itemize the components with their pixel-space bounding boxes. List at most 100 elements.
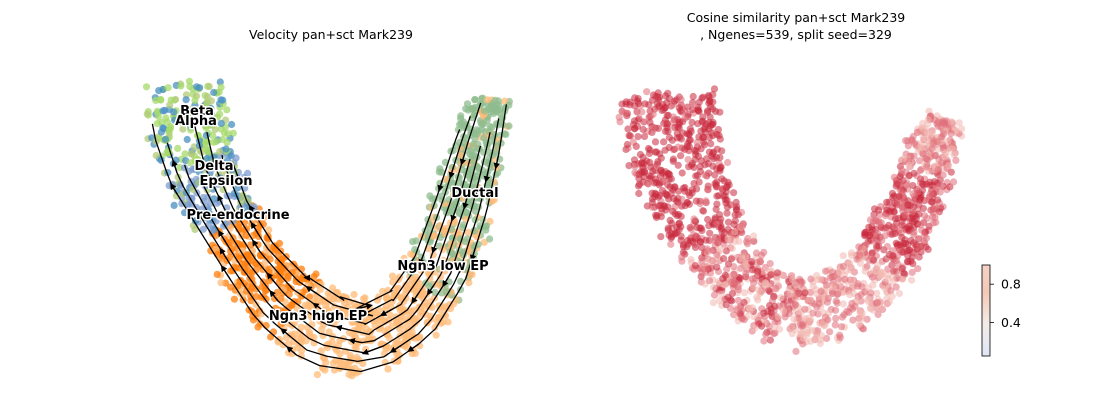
- cell-point: [845, 308, 853, 317]
- cell-point: [706, 256, 714, 264]
- cell-point: [216, 147, 224, 156]
- cell-point: [406, 280, 414, 288]
- streamline-arrow: [269, 290, 279, 302]
- cell-point: [708, 121, 716, 129]
- cell-point: [700, 265, 708, 273]
- cell-point: [849, 316, 857, 324]
- cell-point: [846, 259, 854, 267]
- cell-point: [694, 103, 702, 111]
- cell-point: [288, 332, 296, 340]
- cluster-label-ngn3-low-ep: Ngn3 low EP: [397, 259, 488, 274]
- cell-point: [749, 284, 757, 292]
- velocity-panel: Velocity pan+sct Mark239 Beta Alpha Delt…: [142, 27, 513, 380]
- cell-point: [807, 296, 815, 304]
- cell-point: [910, 203, 918, 211]
- cell-point: [822, 267, 830, 275]
- cell-point: [219, 96, 227, 104]
- cell-point: [948, 145, 956, 153]
- cell-point: [723, 209, 731, 217]
- colorbar-tick-label-0.4: 0.4: [1001, 315, 1021, 330]
- cell-point: [631, 162, 639, 170]
- cell-point: [904, 252, 912, 260]
- cell-point: [935, 208, 944, 216]
- cell-point: [246, 268, 254, 276]
- cell-point: [737, 264, 745, 272]
- cell-point: [788, 322, 796, 330]
- cell-point: [164, 84, 172, 92]
- cell-point: [165, 126, 173, 134]
- cell-point: [923, 163, 931, 171]
- cell-point: [459, 221, 468, 229]
- cell-point: [944, 137, 952, 145]
- cell-point: [705, 277, 714, 285]
- cell-point: [386, 311, 394, 319]
- cell-point: [389, 278, 397, 286]
- cell-point: [758, 322, 766, 330]
- streamline-arrow: [305, 285, 318, 295]
- cell-point: [351, 343, 359, 351]
- cell-point: [660, 138, 668, 146]
- streamline: [151, 104, 508, 373]
- cell-point: [727, 296, 735, 304]
- cell-point: [460, 139, 468, 147]
- cell-point: [913, 128, 922, 136]
- cell-point: [306, 293, 314, 301]
- cell-point: [159, 107, 167, 115]
- cell-point: [224, 130, 232, 138]
- cell-point: [734, 286, 743, 294]
- cell-point: [947, 129, 955, 137]
- cell-point: [720, 177, 728, 185]
- cell-point: [667, 240, 675, 248]
- cell-point: [485, 181, 493, 189]
- cell-point: [457, 152, 465, 160]
- cell-point: [902, 211, 910, 219]
- cell-point: [875, 206, 883, 214]
- cell-point: [638, 108, 646, 116]
- cell-point: [946, 183, 954, 191]
- cell-point: [745, 304, 754, 312]
- cell-point: [298, 347, 306, 355]
- cell-point: [817, 275, 825, 283]
- cell-point: [832, 314, 840, 322]
- cell-point: [952, 156, 960, 164]
- cell-point: [630, 156, 639, 164]
- cell-point: [758, 251, 766, 259]
- cell-point: [873, 261, 882, 270]
- cell-point: [192, 217, 200, 225]
- cell-point: [171, 116, 179, 124]
- cell-point: [635, 115, 643, 123]
- streamline-arrow: [407, 343, 419, 352]
- cell-point: [669, 207, 677, 215]
- streamline-arrow: [431, 240, 438, 254]
- cell-point: [469, 140, 478, 148]
- cell-point: [796, 321, 805, 329]
- cell-point: [213, 113, 222, 121]
- cell-point: [915, 157, 924, 165]
- cell-point: [716, 167, 724, 175]
- cell-point: [941, 120, 949, 128]
- cell-point: [720, 255, 728, 263]
- cell-point: [284, 274, 292, 282]
- cell-point: [856, 252, 864, 260]
- cell-point: [210, 88, 218, 97]
- cell-point: [467, 166, 475, 174]
- cell-point: [908, 268, 916, 276]
- cell-point: [693, 185, 701, 193]
- cell-point: [924, 115, 932, 124]
- cell-point: [817, 288, 825, 296]
- cell-point: [809, 282, 817, 290]
- cell-point: [382, 302, 391, 310]
- cell-point: [742, 260, 750, 268]
- cell-point: [633, 122, 642, 130]
- cell-point: [706, 229, 714, 237]
- cell-point: [743, 240, 752, 248]
- streamline-arrow: [469, 248, 477, 262]
- cell-point: [635, 99, 643, 107]
- cell-point: [157, 95, 165, 104]
- cell-point: [310, 273, 318, 281]
- cell-point: [674, 161, 682, 169]
- cell-point: [222, 145, 230, 153]
- cell-point: [635, 189, 643, 198]
- cell-point: [174, 144, 182, 152]
- cell-point: [494, 169, 502, 177]
